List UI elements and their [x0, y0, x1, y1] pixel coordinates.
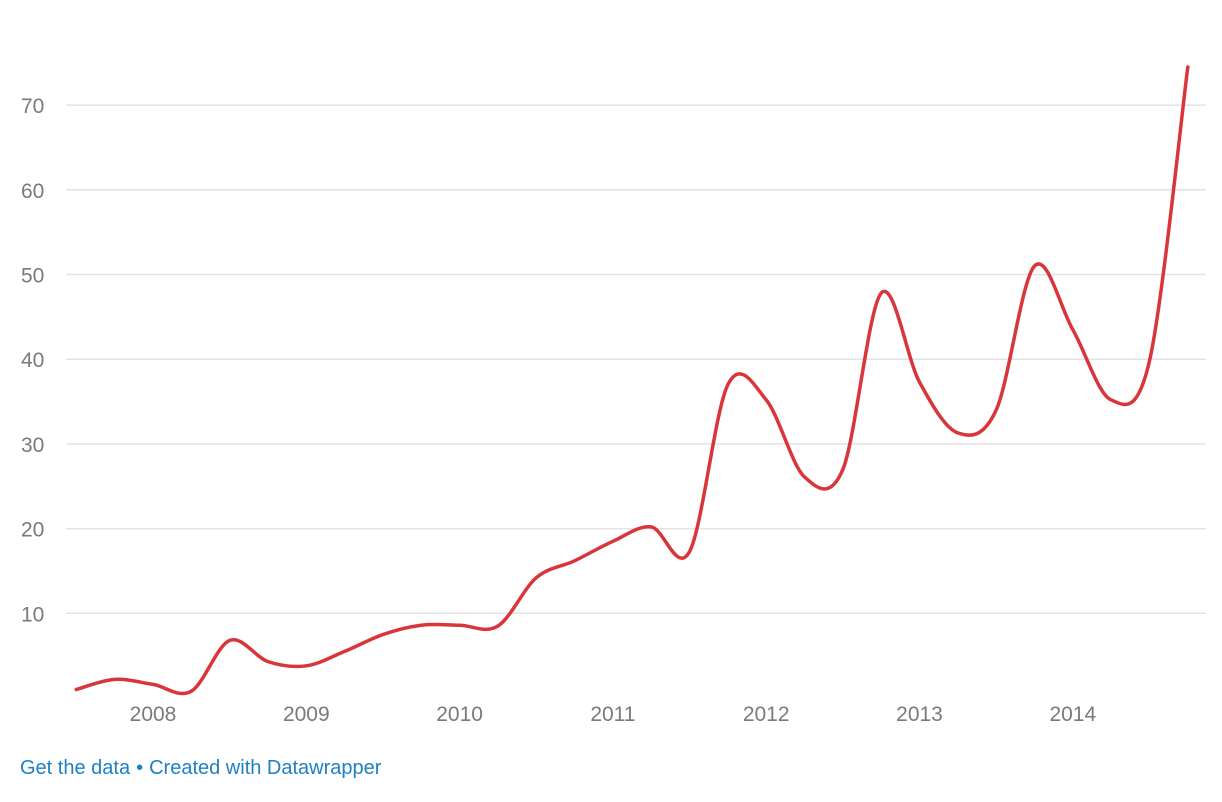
data-point — [649, 525, 653, 529]
data-point — [573, 559, 577, 563]
y-tick-label: 50 — [21, 265, 44, 288]
data-point — [1186, 65, 1190, 69]
y-tick-label: 20 — [21, 519, 44, 542]
data-point — [304, 664, 308, 668]
x-tick-label: 2011 — [590, 703, 635, 726]
data-point — [726, 383, 730, 387]
footer-separator: • — [136, 757, 144, 779]
data-point — [918, 380, 922, 384]
data-point — [1033, 264, 1037, 268]
data-point — [113, 677, 117, 681]
data-point — [688, 550, 692, 554]
created-with-datawrapper-link[interactable]: Created with Datawrapper — [149, 757, 382, 779]
y-tick-label: 10 — [21, 603, 44, 626]
x-tick-label: 2010 — [436, 703, 483, 726]
y-tick-label: 30 — [21, 434, 44, 457]
x-tick-label: 2014 — [1049, 703, 1096, 726]
series-layer — [74, 65, 1190, 696]
y-axis-ticks: 10 20 30 40 50 60 70 — [21, 95, 44, 626]
y-tick-label: 40 — [21, 349, 44, 372]
data-point — [611, 539, 615, 543]
data-point — [266, 660, 270, 664]
data-point — [458, 623, 462, 627]
data-point — [1109, 398, 1113, 402]
x-tick-label: 2008 — [130, 703, 177, 726]
data-point — [151, 682, 155, 686]
data-point — [496, 624, 500, 628]
data-point — [841, 467, 845, 471]
data-point — [764, 398, 768, 402]
data-point — [189, 689, 193, 693]
data-point — [74, 688, 78, 692]
chart-footer: Get the data • Created with Datawrapper — [20, 757, 381, 780]
data-point — [381, 633, 385, 637]
y-tick-label: 60 — [21, 180, 44, 203]
data-point — [419, 623, 423, 627]
y-tick-label: 70 — [21, 95, 44, 118]
data-point — [1148, 359, 1152, 363]
x-tick-label: 2012 — [743, 703, 790, 726]
data-point — [1071, 328, 1075, 332]
x-axis-ticks: 2008 2009 2010 2011 2012 2013 2014 — [130, 703, 1097, 726]
data-point — [879, 291, 883, 295]
get-the-data-link[interactable]: Get the data — [20, 757, 131, 779]
x-tick-label: 2009 — [283, 703, 330, 726]
x-tick-label: 2013 — [896, 703, 943, 726]
data-point — [956, 431, 960, 435]
data-point — [994, 408, 998, 412]
grid-lines — [66, 104, 1206, 615]
data-point — [803, 475, 807, 479]
data-point — [343, 649, 347, 653]
data-point — [228, 638, 232, 642]
series-line-0 — [74, 65, 1190, 696]
data-point — [534, 576, 538, 580]
